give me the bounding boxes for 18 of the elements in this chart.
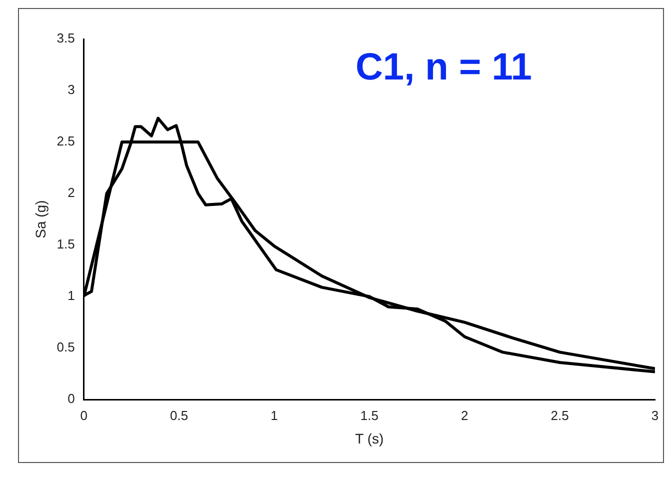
y-tick-label: 0.5 xyxy=(56,340,75,355)
x-axis-title: T (s) xyxy=(355,430,384,446)
x-tick-label: 1 xyxy=(270,408,278,423)
y-axis-title: Sa (g) xyxy=(32,200,48,238)
y-tick-label: 0 xyxy=(68,391,75,406)
x-tick-label: 3 xyxy=(651,408,659,423)
x-tick-label: 0 xyxy=(80,408,88,423)
annotation: C1, n = 11 xyxy=(355,46,532,88)
y-tick-label: 2.5 xyxy=(56,134,75,149)
y-tick-label: 2 xyxy=(68,185,75,200)
x-tick-label: 2.5 xyxy=(550,408,569,423)
y-tick-label: 1 xyxy=(68,288,75,304)
x-tick-label: 0.5 xyxy=(170,408,188,423)
y-tick-label: 1.5 xyxy=(56,236,75,252)
x-tick-label: 1.5 xyxy=(360,408,378,423)
x-tick-label: 2 xyxy=(461,408,468,423)
y-tick-label: 3 xyxy=(68,82,75,98)
y-tick-label: 3.5 xyxy=(56,30,75,46)
